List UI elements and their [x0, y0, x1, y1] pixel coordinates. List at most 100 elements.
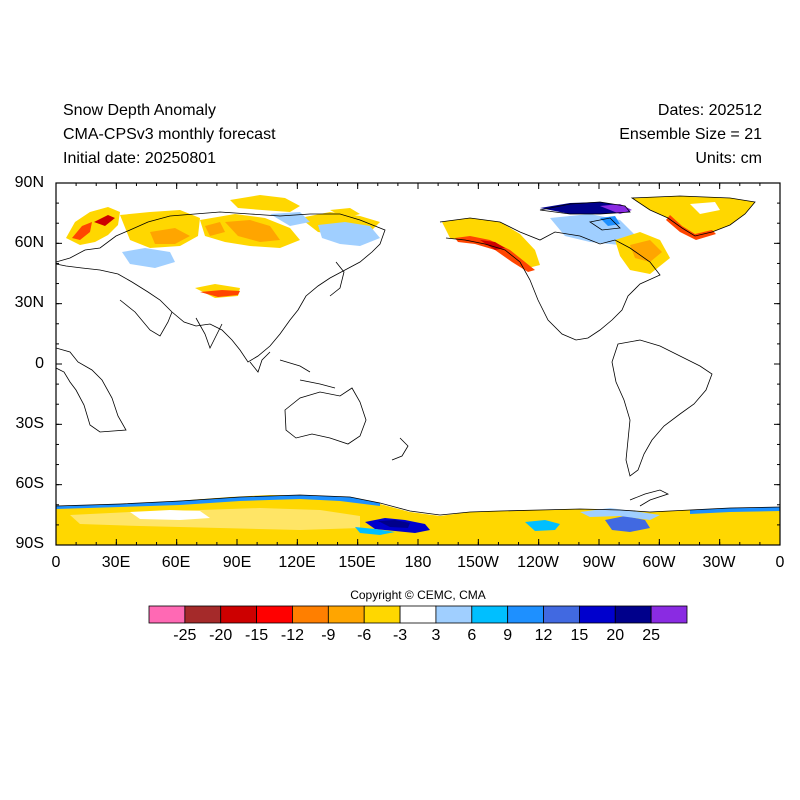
colorbar [148, 605, 688, 624]
colorbar-label: 6 [467, 627, 477, 644]
siberia-orange-2 [205, 222, 225, 236]
axis-ticks [55, 182, 781, 546]
lon-label-30e: 30E [101, 554, 131, 571]
lat-label-0: 0 [35, 355, 44, 372]
lon-label-60e: 60E [161, 554, 191, 571]
colorbar-swatch [650, 605, 688, 624]
title-initial-date: Initial date: 20250801 [63, 150, 217, 167]
ross-sea-navy-anomaly [378, 520, 410, 528]
alaska-red-coast [455, 236, 535, 272]
colorbar-label: 25 [642, 627, 661, 644]
east-siberia-blue-2 [270, 212, 310, 226]
lon-label-120w: 120W [517, 554, 559, 571]
eurasia-coastline [56, 211, 386, 363]
title-units: Units: cm [695, 150, 762, 167]
lon-label-0: 0 [51, 554, 61, 571]
weddell-blue-anomaly [605, 516, 650, 532]
antarctica-blue-edge [56, 495, 380, 509]
colorbar-swatch [363, 605, 401, 624]
colorbar-label: -6 [357, 627, 372, 644]
colorbar-swatch [292, 605, 329, 624]
australia-coastline [284, 387, 367, 445]
west-antarctica-blue [525, 520, 560, 531]
japan-coastline [329, 261, 345, 297]
colorbar-swatch [256, 605, 293, 624]
coastlines [56, 195, 780, 516]
lon-label-30w: 30W [702, 554, 736, 571]
title-dates: Dates: 202512 [657, 102, 762, 119]
colorbar-swatch [507, 605, 544, 624]
colorbar-label: -3 [392, 627, 408, 644]
colorbar-label: 12 [534, 627, 553, 644]
colorbar-swatch [184, 605, 222, 624]
colorbar-label: 9 [503, 627, 513, 644]
central-asia-light-blue [122, 248, 175, 268]
lon-label-90w: 90W [582, 554, 616, 571]
colorbar-label: -9 [321, 627, 336, 644]
tibet-red [200, 290, 240, 297]
ross-sea-light-blue [355, 527, 395, 535]
lat-label-30n: 30N [14, 294, 44, 311]
title-model: CMA-CPSv3 monthly forecast [63, 126, 276, 143]
antarctica-anomaly-yellow [56, 495, 780, 545]
antarctic-peninsula-coastline [629, 489, 670, 507]
colorbar-label: -20 [209, 627, 233, 644]
alaska-darkred [480, 240, 505, 250]
lat-label-60n: 60N [14, 234, 44, 251]
colorbar-label: -12 [280, 627, 305, 644]
lon-label-180: 180 [404, 554, 432, 571]
colorbar-swatch [543, 605, 580, 624]
lat-label-30s: 30S [15, 415, 44, 432]
new-zealand-coastline [391, 437, 409, 461]
south-america-coastline [611, 339, 713, 477]
scandinavia-darkred [94, 215, 115, 226]
weddell-light-blue [580, 508, 660, 520]
colorbar-swatch [614, 605, 652, 624]
title-variable: Snow Depth Anomaly [63, 102, 216, 119]
scandinavia-red [72, 222, 92, 240]
colorbar-swatch [148, 605, 186, 624]
north-siberia-yellow [230, 195, 300, 212]
lon-label-90e: 90E [222, 554, 252, 571]
africa-coastline [56, 347, 127, 433]
lat-label-90s: 90S [15, 535, 44, 552]
antarctica-white-patch [130, 510, 210, 520]
greenland-coastline [630, 195, 756, 237]
antarctica-coastline [56, 494, 780, 516]
arabia-coastline [119, 299, 173, 337]
colorbar-swatch [471, 605, 509, 624]
india-coastline [195, 317, 223, 350]
anomaly-field [56, 195, 780, 545]
greenland-yellow [632, 196, 755, 236]
north-canada-navy [540, 202, 630, 214]
colorbar-swatch [327, 605, 365, 624]
colorbar-swatch [579, 605, 616, 624]
colorbar-swatch [220, 605, 258, 624]
east-siberia-light-blue [318, 222, 380, 246]
colorbar-label: 15 [570, 627, 589, 644]
colorbar-swatch [399, 605, 437, 624]
north-canada-purple [600, 204, 632, 214]
colorbar-label: 3 [431, 627, 441, 644]
copyright-text: Copyright © CEMC, CMA [350, 588, 486, 602]
greenland-white [690, 202, 720, 214]
lon-label-150w: 150W [457, 554, 499, 571]
siberia-orange [225, 220, 280, 242]
colorbar-label: 20 [606, 627, 625, 644]
lon-label-120e: 120E [278, 554, 316, 571]
colorbar-label: -25 [173, 627, 197, 644]
north-america-coastline [439, 217, 661, 341]
quebec-orange [630, 240, 662, 262]
colorbar-label: -15 [245, 627, 269, 644]
arctic-islands-coastline [539, 201, 631, 231]
lat-label-60s: 60S [15, 475, 44, 492]
east-antarctica-blue-edge [690, 507, 780, 514]
lat-label-90n: 90N [14, 174, 44, 191]
kamchatka-yellow [330, 208, 360, 218]
lon-label-0-end: 0 [775, 554, 785, 571]
southeast-asia-coastline [249, 351, 336, 389]
title-ensemble-size: Ensemble Size = 21 [619, 126, 762, 143]
colorbar-swatch [435, 605, 473, 624]
lon-label-60w: 60W [642, 554, 676, 571]
